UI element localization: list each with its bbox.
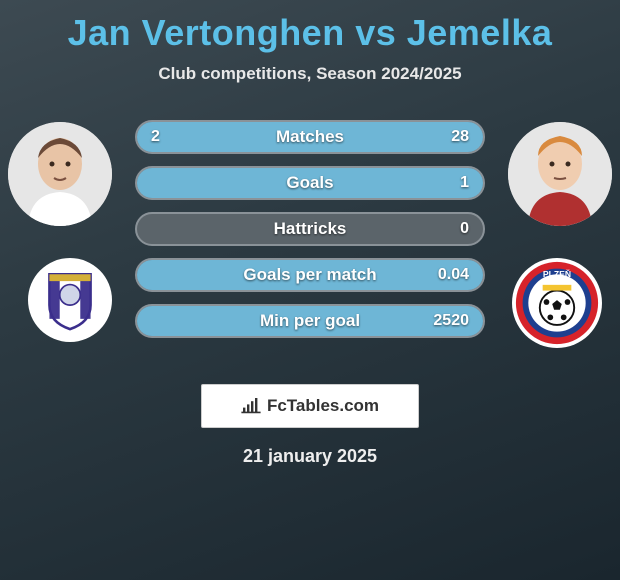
stat-value-left: 2 bbox=[151, 128, 160, 146]
stat-row: Min per goal 2520 bbox=[135, 304, 485, 338]
stat-label: Goals bbox=[286, 173, 333, 193]
person-icon bbox=[508, 122, 612, 226]
stat-row: Goals 1 bbox=[135, 166, 485, 200]
page-subtitle: Club competitions, Season 2024/2025 bbox=[0, 64, 620, 84]
attribution-badge: FcTables.com bbox=[201, 384, 419, 428]
page-title: Jan Vertonghen vs Jemelka bbox=[0, 0, 620, 54]
bar-chart-icon bbox=[241, 398, 261, 414]
stat-label: Goals per match bbox=[243, 265, 376, 285]
stat-value-right: 28 bbox=[451, 128, 469, 146]
stat-label: Matches bbox=[276, 127, 344, 147]
stat-value-right: 1 bbox=[460, 174, 469, 192]
stat-row: Hattricks 0 bbox=[135, 212, 485, 246]
player-photo-right bbox=[508, 122, 612, 226]
stat-row: Goals per match 0.04 bbox=[135, 258, 485, 292]
crest-icon bbox=[34, 264, 106, 336]
club-logo-left bbox=[28, 258, 112, 342]
crest-icon: PLZEŇ bbox=[514, 260, 600, 346]
attribution-text: FcTables.com bbox=[267, 396, 379, 416]
stat-value-right: 0 bbox=[460, 220, 469, 238]
person-icon bbox=[8, 122, 112, 226]
stat-row: 2 Matches 28 bbox=[135, 120, 485, 154]
stat-label: Hattricks bbox=[274, 219, 347, 239]
club-logo-right: PLZEŇ bbox=[512, 258, 602, 348]
date-text: 21 january 2025 bbox=[0, 446, 620, 467]
stat-rows: 2 Matches 28 Goals 1 Hattricks 0 Goals per matc… bbox=[135, 120, 485, 350]
stat-value-right: 2520 bbox=[433, 312, 469, 330]
svg-text:PLZEŇ: PLZEŇ bbox=[543, 268, 571, 279]
stat-value-right: 0.04 bbox=[438, 266, 469, 284]
player-photo-left bbox=[8, 122, 112, 226]
comparison-area: PLZEŇ 2 Matches 28 Goals 1 Hattricks 0 Goals pe… bbox=[0, 112, 620, 362]
stat-label: Min per goal bbox=[260, 311, 360, 331]
